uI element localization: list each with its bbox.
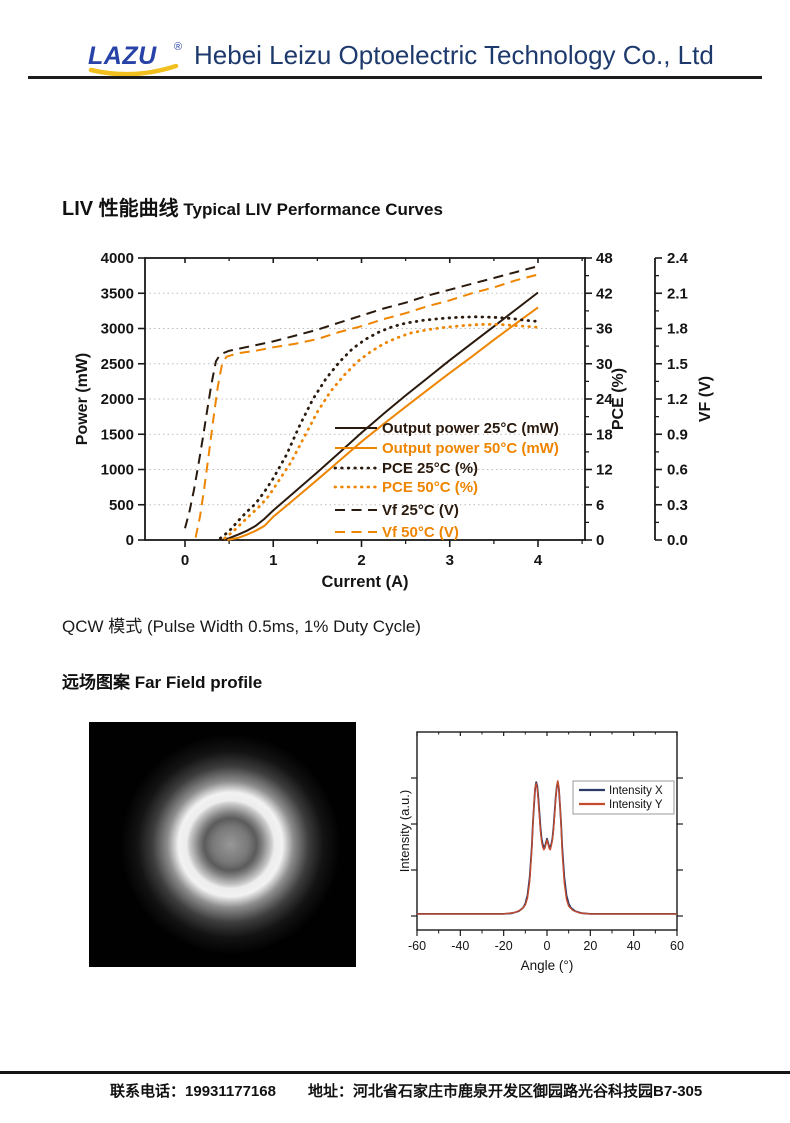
x-tick-label: 2 [357, 552, 365, 569]
logo-registered-mark: ® [174, 41, 182, 53]
series-pce-50-c- [223, 323, 540, 540]
vf-tick-label: 1.2 [667, 391, 688, 408]
power-tick-label: 1000 [101, 462, 134, 479]
power-tick-label: 3500 [101, 285, 134, 302]
angle-tick-label: -60 [408, 939, 426, 953]
company-name: Hebei Leizu Optoelectric Technology Co.,… [194, 40, 714, 70]
company-address: 地址：河北省石家庄市鹿泉开发区御园路光谷科技园B7-305 [308, 1083, 703, 1100]
pce-tick-label: 0 [596, 532, 604, 549]
qcw-note-zh: QCW 模式 [62, 617, 143, 636]
pce-tick-label: 30 [596, 356, 613, 373]
legend-label: Intensity X [609, 785, 663, 797]
liv-title-zh: LIV 性能曲线 [62, 198, 179, 220]
angle-tick-label: -40 [451, 939, 469, 953]
y-axis-title: Intensity (a.u.) [400, 790, 412, 872]
angle-tick-label: 60 [670, 939, 684, 953]
angle-tick-label: 40 [627, 939, 641, 953]
legend-label: Intensity Y [609, 799, 663, 811]
qcw-mode-note: QCW 模式 (Pulse Width 0.5ms, 1% Duty Cycle… [62, 612, 421, 637]
pce-tick-label: 18 [596, 426, 613, 443]
x-axis-title: Angle (°) [521, 958, 574, 973]
lazu-logo: LAZU ® [88, 41, 182, 77]
x-axis-title: Current (A) [321, 573, 408, 591]
legend-label: Vf 25°C (V) [382, 502, 459, 519]
angle-tick-label: -20 [495, 939, 513, 953]
series-intensity-y [417, 780, 677, 915]
legend-label: Output power 50°C (mW) [382, 440, 559, 457]
header-divider [28, 76, 762, 79]
power-tick-label: 0 [126, 532, 134, 549]
vf-axis-title: VF (V) [697, 376, 714, 422]
vf-tick-label: 0.6 [667, 462, 688, 479]
legend-box [572, 780, 675, 815]
legend-label: Output power 25°C (mW) [382, 420, 559, 437]
angle-tick-label: 20 [583, 939, 597, 953]
vf-tick-label: 1.5 [667, 356, 688, 373]
logo-swoosh [88, 63, 179, 77]
pce-tick-label: 24 [596, 391, 613, 408]
pce-tick-label: 48 [596, 250, 613, 267]
pce-tick-label: 42 [596, 285, 613, 302]
liv-section-title: LIV 性能曲线 Typical LIV Performance Curves [62, 192, 443, 222]
angle-tick-label: 0 [544, 939, 551, 953]
legend-label: PCE 50°C (%) [382, 479, 478, 496]
series-vf-25-c-v- [184, 265, 539, 529]
plot-frame [416, 731, 678, 931]
qcw-note-en: (Pulse Width 0.5ms, 1% Duty Cycle) [142, 617, 421, 636]
vf-tick-label: 0.9 [667, 426, 688, 443]
series-pce-25-c- [218, 315, 540, 540]
series-output-power-50-c-mw- [227, 306, 539, 541]
footer-divider [0, 1071, 790, 1074]
series-output-power-25-c-mw- [221, 291, 539, 541]
power-tick-label: 2000 [101, 391, 134, 408]
legend-label: PCE 25°C (%) [382, 460, 478, 477]
logo-text: LAZU [88, 42, 157, 70]
vf-tick-label: 2.4 [667, 250, 689, 267]
pce-tick-label: 12 [596, 462, 613, 479]
power-tick-label: 500 [109, 497, 134, 514]
pce-axis-title: PCE (%) [610, 368, 627, 430]
vf-tick-label: 0.3 [667, 497, 688, 514]
liv-performance-chart: 0 1 2 3 405001000150020002500300035004000061… [74, 250, 714, 591]
vf-tick-label: 0.0 [667, 532, 688, 549]
x-tick-label: 3 [446, 552, 454, 569]
series-vf-50-c-v- [194, 273, 539, 538]
pce-tick-label: 36 [596, 321, 613, 338]
power-tick-label: 1500 [101, 426, 134, 443]
power-tick-label: 4000 [101, 250, 134, 267]
farfield-intensity-chart: -60 -40 -20 0 20 40 60 Angle (°) Intensity (a.u.… [400, 731, 684, 973]
liv-title-en: Typical LIV Performance Curves [178, 200, 443, 219]
contact-phone: 联系电话：19931177168 [110, 1083, 276, 1100]
x-tick-label: 1 [269, 552, 277, 569]
farfield-section-title: 远场图案 Far Field profile [62, 673, 263, 692]
x-tick-label: 0 [181, 552, 189, 569]
x-tick-label: 4 [534, 552, 543, 569]
vf-tick-label: 2.1 [667, 285, 688, 302]
pce-tick-label: 6 [596, 497, 604, 514]
power-tick-label: 3000 [101, 321, 134, 338]
legend-label: Vf 50°C (V) [382, 524, 459, 541]
power-axis-title: Power (mW) [74, 353, 91, 445]
power-tick-label: 2500 [101, 356, 134, 373]
farfield-beam-image [89, 722, 356, 967]
vf-tick-label: 1.8 [667, 321, 688, 338]
